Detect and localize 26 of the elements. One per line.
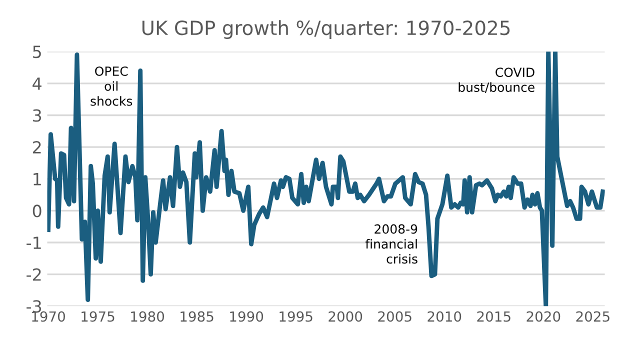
x-tick-label: 1995 — [280, 311, 312, 322]
y-tick-label: 5 — [33, 46, 41, 58]
y-tick-label: 1 — [34, 173, 41, 186]
x-tick-label: 2005 — [378, 311, 412, 322]
y-tick-label: -1 — [26, 236, 41, 249]
x-tick-label: 1980 — [131, 311, 164, 322]
x-tick-label: 1985 — [180, 311, 214, 322]
x-tick-label: 1970 — [32, 311, 65, 322]
chart-title: UK GDP growth %/quarter: 1970-2025 — [142, 20, 510, 39]
y-tick-label: 3 — [33, 109, 42, 122]
y-tick-label: -3 — [26, 300, 42, 313]
y-tick-label: 2 — [33, 141, 41, 154]
y-tick-label: 0 — [32, 204, 42, 218]
x-tick-label: 1975 — [82, 311, 114, 322]
x-tick-label: 2000 — [328, 311, 362, 322]
annotation: OPEC oil shocks — [90, 66, 132, 106]
y-tick-label: 4 — [32, 78, 42, 90]
line-series — [47, 52, 605, 306]
x-tick-label: 2015 — [477, 311, 510, 322]
x-tick-label: 2020 — [526, 311, 560, 322]
annotation: COVID bust/bounce — [458, 68, 534, 93]
x-tick-label: 2010 — [428, 311, 462, 322]
x-tick-label: 2025 — [576, 311, 610, 322]
x-tick-label: 1990 — [230, 311, 264, 322]
y-tick-label: -2 — [26, 268, 41, 281]
annotation: 2008-9 financial crisis — [365, 224, 418, 264]
